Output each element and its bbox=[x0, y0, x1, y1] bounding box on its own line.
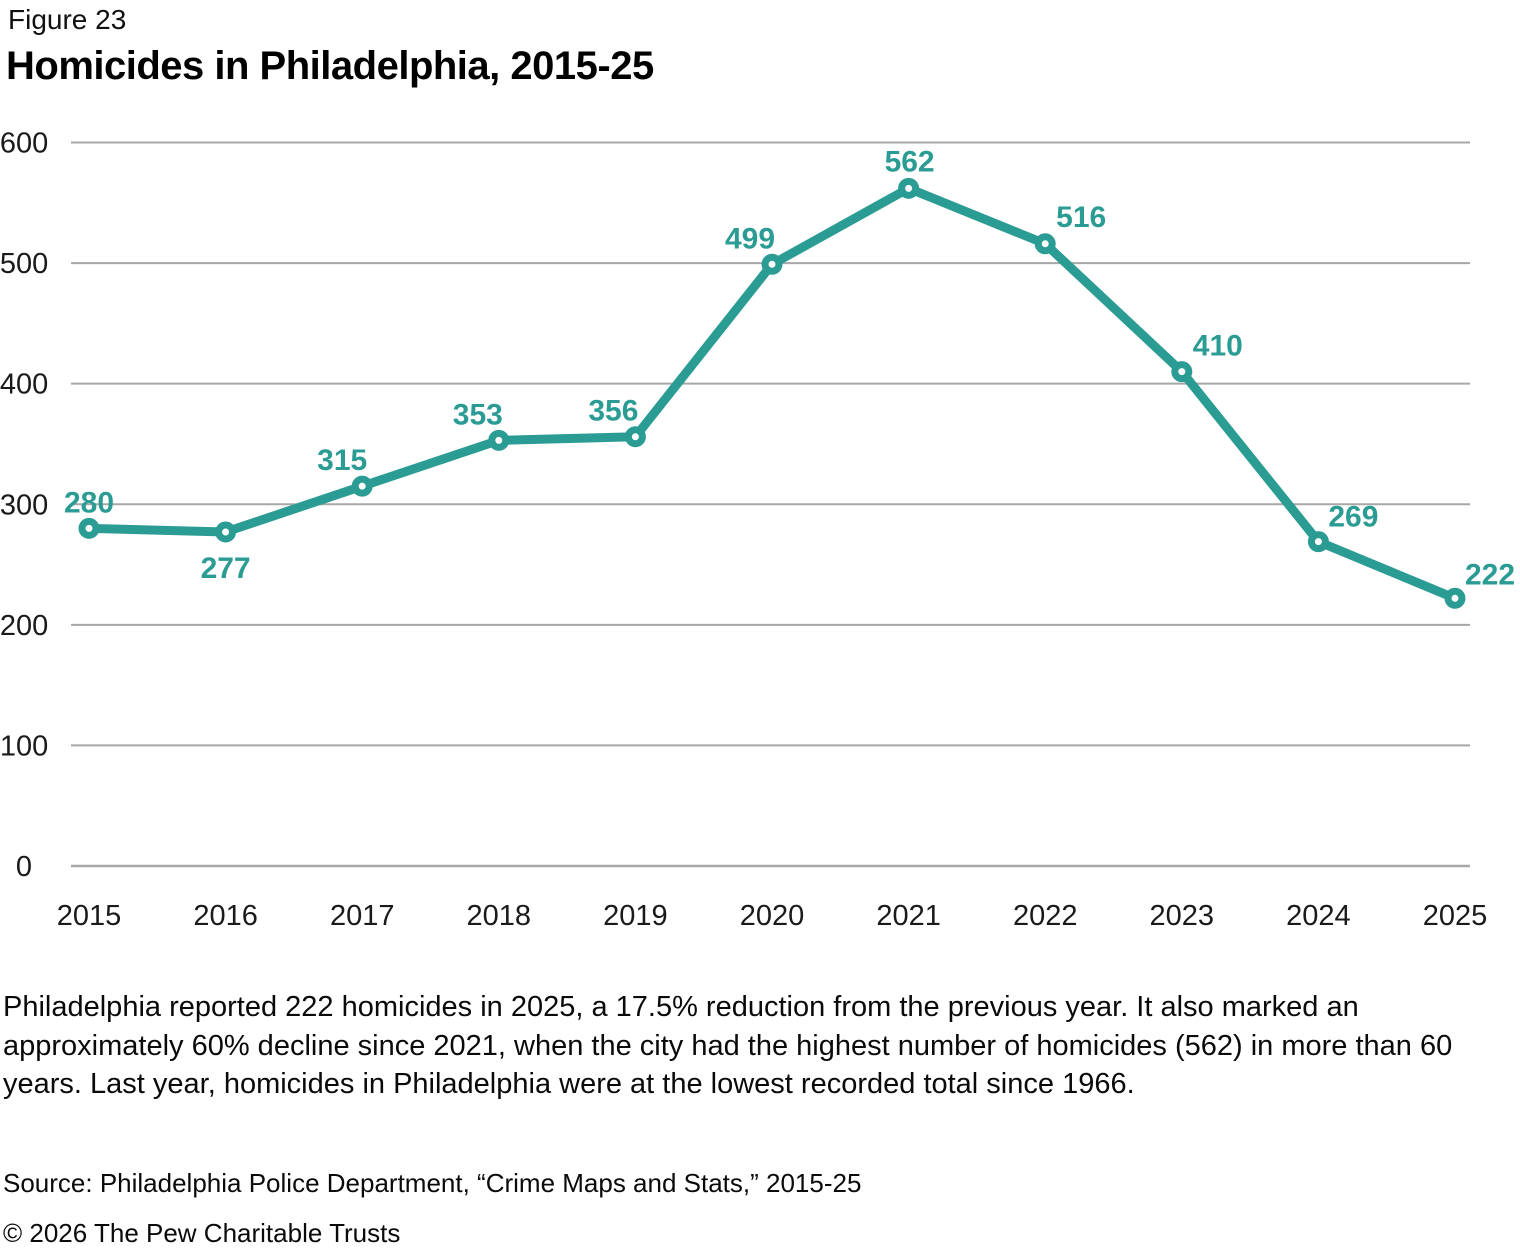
data-point-label: 499 bbox=[725, 222, 775, 255]
data-point-marker bbox=[761, 253, 783, 275]
data-point-marker bbox=[624, 426, 646, 448]
data-point-marker bbox=[1307, 531, 1329, 553]
data-point-marker bbox=[351, 475, 373, 497]
data-point-label: 280 bbox=[64, 486, 114, 519]
x-tick-label: 2020 bbox=[740, 900, 805, 932]
data-point-marker bbox=[898, 177, 920, 199]
data-point-label: 353 bbox=[453, 398, 503, 431]
data-point-marker bbox=[78, 517, 100, 539]
data-point-label: 562 bbox=[885, 145, 935, 178]
y-tick-label: 300 bbox=[0, 489, 48, 521]
x-tick-label: 2025 bbox=[1423, 900, 1488, 932]
data-point-marker bbox=[1444, 587, 1466, 609]
homicides-line-chart: 0 100 200 300 400 500 600 2015 2016 2017 2018 2019 2… bbox=[0, 120, 1520, 952]
data-point-marker bbox=[1171, 361, 1193, 383]
page-title: Homicides in Philadelphia, 2015-25 bbox=[6, 44, 654, 88]
x-tick-label: 2019 bbox=[603, 900, 668, 932]
chart-caption: Philadelphia reported 222 homicides in 2… bbox=[3, 991, 1453, 1100]
y-tick-label: 200 bbox=[0, 610, 48, 642]
x-tick-label: 2024 bbox=[1286, 900, 1351, 932]
data-point-label: 356 bbox=[588, 395, 638, 428]
data-point-marker bbox=[1034, 233, 1056, 255]
y-tick-label: 0 bbox=[16, 851, 32, 883]
chart-svg: 0 100 200 300 400 500 600 2015 2016 2017 2018 2019 2… bbox=[0, 128, 1515, 932]
x-tick-label: 2022 bbox=[1013, 900, 1078, 932]
source-note: Source: Philadelphia Police Department, … bbox=[3, 1168, 862, 1198]
data-point-label: 516 bbox=[1056, 201, 1106, 234]
y-tick-label: 400 bbox=[0, 369, 48, 401]
y-tick-label: 100 bbox=[0, 730, 48, 762]
data-point-label: 410 bbox=[1193, 330, 1243, 363]
data-point-label: 269 bbox=[1328, 501, 1378, 534]
x-tick-label: 2018 bbox=[467, 900, 532, 932]
x-tick-label: 2017 bbox=[330, 900, 395, 932]
x-tick-label: 2023 bbox=[1150, 900, 1215, 932]
x-tick-label: 2021 bbox=[876, 900, 941, 932]
data-point-marker bbox=[215, 521, 237, 543]
y-tick-label: 600 bbox=[0, 128, 48, 160]
x-tick-label: 2015 bbox=[57, 900, 122, 932]
data-point-label: 222 bbox=[1465, 558, 1515, 591]
data-point-label: 315 bbox=[317, 444, 367, 477]
copyright-note: © 2026 The Pew Charitable Trusts bbox=[3, 1218, 401, 1248]
figure-number-label: Figure 23 bbox=[8, 4, 127, 35]
data-point-marker bbox=[488, 429, 510, 451]
x-tick-label: 2016 bbox=[193, 900, 258, 932]
data-point-label: 277 bbox=[201, 552, 251, 585]
y-tick-label: 500 bbox=[0, 248, 48, 280]
